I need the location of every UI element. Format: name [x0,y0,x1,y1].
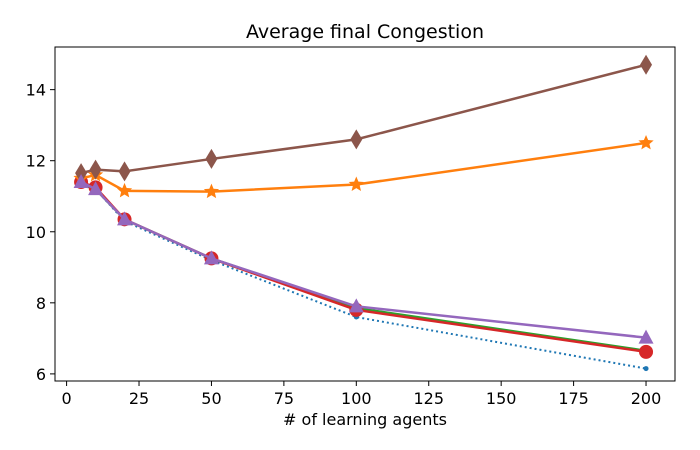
x-axis: 0 25 50 75 100 125 150 175 200 [61,381,661,408]
data-point [73,174,89,189]
data-point [350,129,363,150]
data-point [639,344,654,359]
x-tick-label: 25 [129,389,149,408]
data-point [117,211,133,226]
data-point [88,181,104,196]
x-tick-label: 150 [486,389,517,408]
data-point [89,159,102,180]
y-tick-label: 14 [26,81,46,100]
data-point [348,298,364,313]
data-point [640,54,653,75]
series-line-dotted [80,184,647,370]
data-point [638,329,654,344]
data-point [348,176,364,191]
y-tick-label: 6 [36,365,46,384]
y-axis: 6 8 10 12 14 [26,81,55,384]
data-point [116,182,133,198]
data-point [643,366,649,372]
series-line-purple [80,180,647,339]
data-point [118,161,131,182]
plot-frame [54,46,676,382]
x-tick-label: 50 [201,389,221,408]
x-tick-label: 125 [413,389,444,408]
x-tick-label: 75 [274,389,294,408]
x-tick-label: 100 [341,389,372,408]
x-tick-label: 0 [61,389,71,408]
series-line-brown [80,63,647,175]
data-point [203,250,219,265]
x-axis-label: # of learning agents [283,410,447,429]
y-tick-label: 10 [26,223,46,242]
y-tick-label: 12 [26,152,46,171]
y-tick-label: 8 [36,294,46,313]
series-line-red [80,180,647,354]
chart-title: Average final Congestion [246,21,484,43]
series-line-orange [80,141,647,193]
series-line-green [80,182,647,353]
data-point [203,183,220,199]
x-tick-label: 200 [631,389,662,408]
plot-area [73,54,654,372]
data-point [75,163,88,184]
x-tick-label: 175 [558,389,589,408]
data-point [205,148,218,169]
data-point [638,134,654,150]
